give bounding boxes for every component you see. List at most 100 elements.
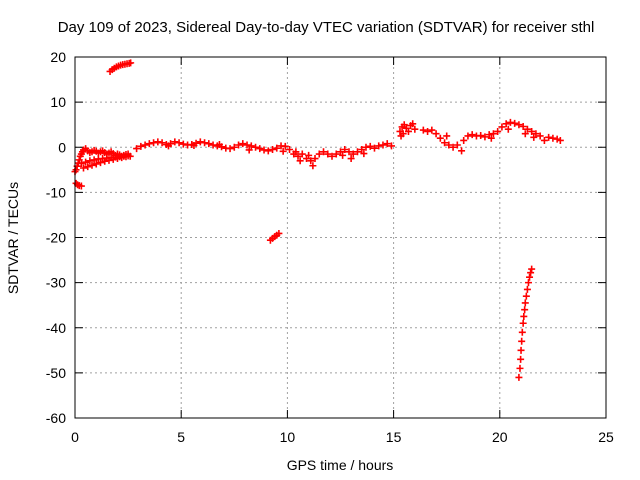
data-point — [339, 151, 347, 159]
data-point — [252, 143, 260, 151]
data-point — [75, 156, 83, 164]
y-tick-label: -10 — [46, 184, 66, 200]
x-tick-label: 25 — [598, 429, 614, 445]
y-tick-label: -60 — [46, 410, 66, 426]
data-point — [370, 144, 378, 152]
data-point — [506, 118, 514, 126]
data-point — [260, 146, 268, 154]
data-point — [245, 146, 253, 154]
data-point — [171, 138, 179, 146]
data-point — [150, 139, 158, 147]
data-point — [424, 127, 432, 135]
y-tick-label: 10 — [50, 94, 66, 110]
data-point — [226, 145, 234, 153]
data-point — [86, 157, 94, 165]
data-point — [494, 127, 502, 135]
x-tick-label: 5 — [177, 429, 185, 445]
x-tick-label: 15 — [386, 429, 402, 445]
data-point — [464, 132, 472, 140]
data-point — [307, 157, 315, 165]
x-axis-ticks: 0 5 10 15 20 25 — [71, 57, 614, 445]
data-point — [109, 155, 117, 163]
data-point — [127, 59, 135, 67]
data-point — [230, 143, 238, 151]
y-tick-label: -30 — [46, 275, 66, 291]
data-point — [449, 143, 457, 151]
data-point — [315, 150, 323, 158]
data-point — [387, 142, 395, 150]
data-point — [375, 142, 383, 150]
data-point — [404, 127, 412, 135]
data-point — [349, 150, 357, 158]
data-point — [409, 120, 417, 128]
data-point — [126, 152, 134, 160]
data-point — [164, 142, 172, 150]
data-point — [243, 141, 251, 149]
data-point — [337, 148, 344, 156]
data-point — [485, 131, 493, 139]
data-point — [332, 150, 340, 158]
data-point — [453, 141, 461, 149]
data-point — [383, 140, 391, 148]
x-tick-label: 10 — [280, 429, 296, 445]
data-point — [96, 159, 104, 167]
data-point — [477, 132, 485, 140]
data-point — [360, 150, 368, 158]
data-point — [518, 337, 526, 345]
data-point — [118, 154, 126, 162]
data-point — [443, 132, 451, 140]
data-point — [137, 142, 145, 150]
data-point — [530, 133, 538, 141]
y-tick-label: -20 — [46, 230, 66, 246]
data-point — [90, 156, 98, 164]
data-point — [292, 148, 300, 156]
y-tick-label: 20 — [50, 49, 66, 65]
data-point — [353, 148, 361, 156]
data-point — [77, 159, 85, 167]
data-point — [269, 146, 277, 154]
data-point — [133, 145, 141, 153]
data-point — [545, 133, 553, 141]
data-point — [294, 152, 302, 160]
data-point — [286, 146, 294, 154]
data-point — [296, 157, 304, 165]
data-point — [264, 147, 272, 155]
y-axis-label: SDTVAR / TECUs — [5, 182, 21, 294]
data-point — [239, 140, 247, 148]
data-point — [256, 145, 264, 153]
data-point — [84, 163, 92, 171]
data-point — [519, 319, 527, 327]
data-point — [328, 152, 336, 160]
data-point — [379, 141, 387, 149]
data-point — [504, 125, 512, 133]
data-point — [522, 292, 530, 300]
data-point — [517, 346, 525, 354]
data-points — [71, 59, 564, 381]
data-point — [511, 119, 519, 127]
data-point — [523, 285, 531, 293]
y-tick-label: -40 — [46, 320, 66, 336]
data-point — [154, 138, 162, 146]
data-point — [520, 312, 528, 320]
data-point — [298, 150, 306, 158]
chart-title: Day 109 of 2023, Sidereal Day-to-day VTE… — [58, 19, 595, 36]
data-point — [498, 123, 506, 131]
y-axis-ticks: 20 10 0 -10 -20 -30 -40 -50 -60 — [46, 49, 606, 426]
data-point — [201, 139, 209, 147]
data-point — [428, 126, 436, 134]
data-point — [502, 120, 510, 128]
data-point — [432, 130, 440, 138]
data-point — [400, 121, 408, 129]
data-point — [549, 134, 557, 142]
data-point — [345, 148, 353, 156]
data-point — [113, 155, 121, 163]
data-point — [521, 306, 529, 314]
data-point — [515, 121, 523, 129]
data-point — [309, 162, 317, 170]
data-point — [77, 182, 85, 190]
data-point — [481, 133, 489, 141]
data-point — [518, 328, 526, 336]
x-tick-label: 0 — [71, 429, 79, 445]
data-point — [311, 155, 319, 163]
